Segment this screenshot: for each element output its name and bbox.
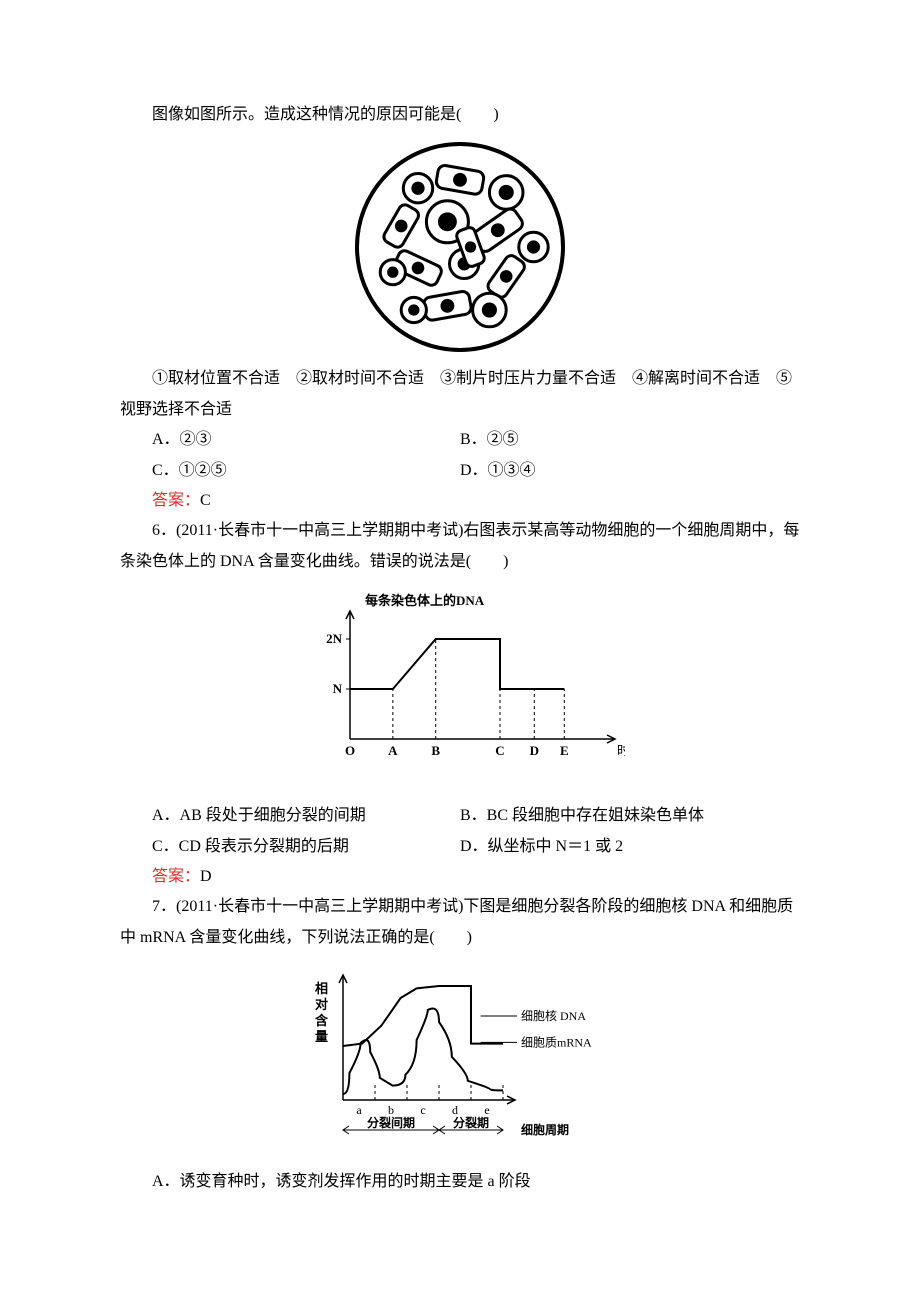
svg-text:细胞核 DNA: 细胞核 DNA [521, 1009, 586, 1023]
svg-text:含: 含 [314, 1013, 329, 1028]
q7-figure: 相对含量 a b c d e 分裂间期 分裂期 细胞周期 细胞核 DNA 细胞质mRNA [120, 965, 800, 1155]
q7-stem: 7．(2011·长春市十一中高三上学期期中考试)下图是细胞分裂各阶段的细胞核 D… [120, 892, 800, 953]
q6-answer-value: D [200, 868, 212, 885]
svg-text:量: 量 [315, 1029, 328, 1044]
q6-option-d: D．纵坐标中 N＝1 或 2 [460, 832, 800, 862]
q6-answer-label: 答案： [152, 868, 200, 885]
q5-options-row2: C．①②⑤ D．①③④ [120, 456, 800, 486]
q5-stem-cont: 图像如图所示。造成这种情况的原因可能是( ) [120, 100, 800, 130]
q6-stem: 6．(2011·长春市十一中高三上学期期中考试)右图表示某高等动物细胞的一个细胞… [120, 516, 800, 577]
q6-option-a: A．AB 段处于细胞分裂的间期 [120, 801, 460, 831]
svg-text:时间: 时间 [617, 743, 625, 758]
q5-answer-label: 答案： [152, 492, 200, 509]
svg-text:c: c [420, 1103, 425, 1117]
svg-text:d: d [452, 1103, 458, 1117]
svg-text:E: E [560, 743, 569, 758]
q5-option-c: C．①②⑤ [120, 456, 460, 486]
svg-text:N: N [333, 681, 343, 696]
q6-options-row2: C．CD 段表示分裂期的后期 D．纵坐标中 N＝1 或 2 [120, 832, 800, 862]
q6-options-row1: A．AB 段处于细胞分裂的间期 B．BC 段细胞中存在姐妹染色单体 [120, 801, 800, 831]
svg-text:分裂间期: 分裂间期 [367, 1115, 415, 1130]
q6-answer: 答案：D [120, 862, 800, 892]
q5-options-row1: A．②③ B．②⑤ [120, 425, 800, 455]
q5-option-b: B．②⑤ [460, 425, 800, 455]
q7-option-a: A．诱变育种时，诱变剂发挥作用的时期主要是 a 阶段 [120, 1167, 800, 1197]
svg-text:D: D [530, 743, 539, 758]
svg-text:细胞质mRNA: 细胞质mRNA [521, 1035, 592, 1049]
svg-text:e: e [484, 1103, 489, 1117]
q5-statements: ①取材位置不合适 ②取材时间不合适 ③制片时压片力量不合适 ④解离时间不合适 ⑤… [120, 364, 800, 425]
svg-text:细胞周期: 细胞周期 [521, 1122, 569, 1137]
svg-text:分裂期: 分裂期 [453, 1115, 489, 1130]
q5-answer: 答案：C [120, 486, 800, 516]
q6-option-c: C．CD 段表示分裂期的后期 [120, 832, 460, 862]
q6-figure: 每条染色体上的DNA 时间 N 2N O A B C D E [120, 589, 800, 789]
q5-figure [120, 142, 800, 352]
svg-text:a: a [356, 1103, 362, 1117]
svg-text:b: b [388, 1103, 394, 1117]
q5-option-a: A．②③ [120, 425, 460, 455]
svg-text:A: A [388, 743, 398, 758]
svg-text:C: C [495, 743, 504, 758]
svg-text:B: B [431, 743, 440, 758]
svg-text:O: O [345, 743, 355, 758]
q5-answer-value: C [200, 492, 211, 509]
svg-text:对: 对 [315, 997, 328, 1012]
q6-option-b: B．BC 段细胞中存在姐妹染色单体 [460, 801, 800, 831]
svg-text:2N: 2N [326, 631, 343, 646]
svg-text:相: 相 [315, 981, 328, 996]
svg-text:每条染色体上的DNA: 每条染色体上的DNA [365, 593, 485, 608]
q5-option-d: D．①③④ [460, 456, 800, 486]
